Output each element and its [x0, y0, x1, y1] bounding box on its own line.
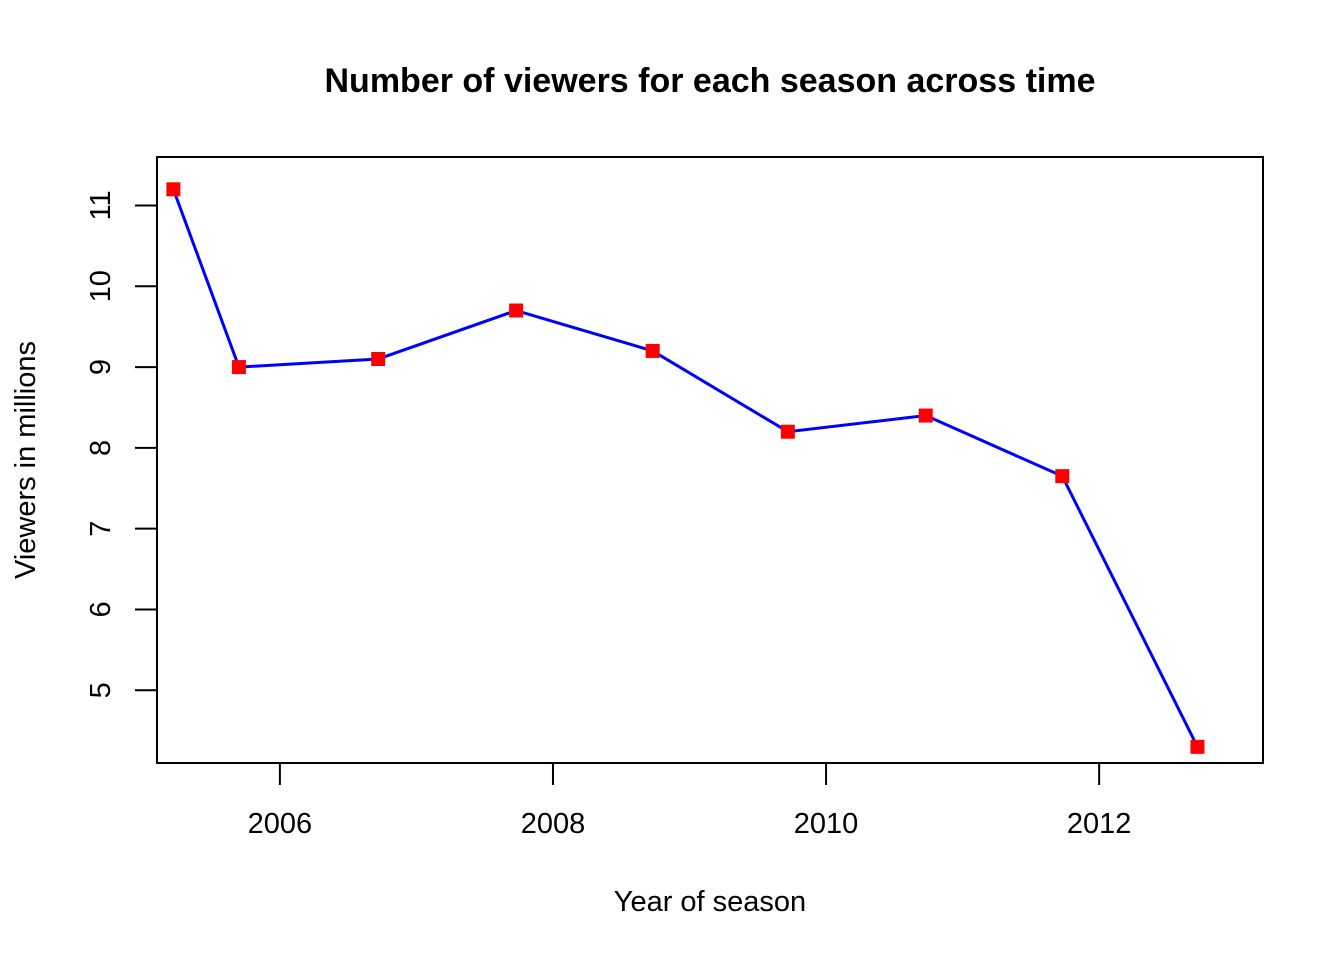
y-axis: 5 6 7 8 9 10 11: [85, 190, 158, 698]
chart-title: Number of viewers for each season across…: [325, 62, 1096, 100]
y-tick-label: 9: [85, 359, 117, 375]
data-point: [918, 408, 933, 423]
y-axis-label: Viewers in millions: [10, 341, 42, 579]
data-point: [371, 352, 386, 366]
data-point: [1190, 739, 1205, 754]
y-tick-label: 10: [85, 270, 117, 302]
y-tick-label: 11: [85, 190, 117, 220]
data-point: [645, 343, 660, 358]
data-point: [780, 424, 795, 439]
x-tick-label: 2008: [521, 808, 586, 840]
x-tick-label: 2010: [794, 808, 859, 840]
data-point: [231, 360, 246, 375]
plot-frame: [156, 156, 1264, 764]
x-tick-label: 2012: [1067, 808, 1132, 840]
x-axis-label: Year of season: [614, 886, 806, 918]
y-tick-label: 5: [85, 682, 117, 698]
series-layer: [166, 182, 1205, 754]
y-tick-label: 7: [85, 521, 117, 537]
data-point: [166, 182, 181, 197]
data-point: [1055, 469, 1070, 484]
x-tick-label: 2006: [248, 808, 313, 840]
data-point: [509, 303, 524, 318]
x-axis: 2006 2008 2010 2012: [248, 762, 1132, 840]
y-tick-label: 8: [85, 440, 117, 456]
series-line: [171, 188, 1199, 748]
y-tick-label: 6: [85, 601, 117, 617]
